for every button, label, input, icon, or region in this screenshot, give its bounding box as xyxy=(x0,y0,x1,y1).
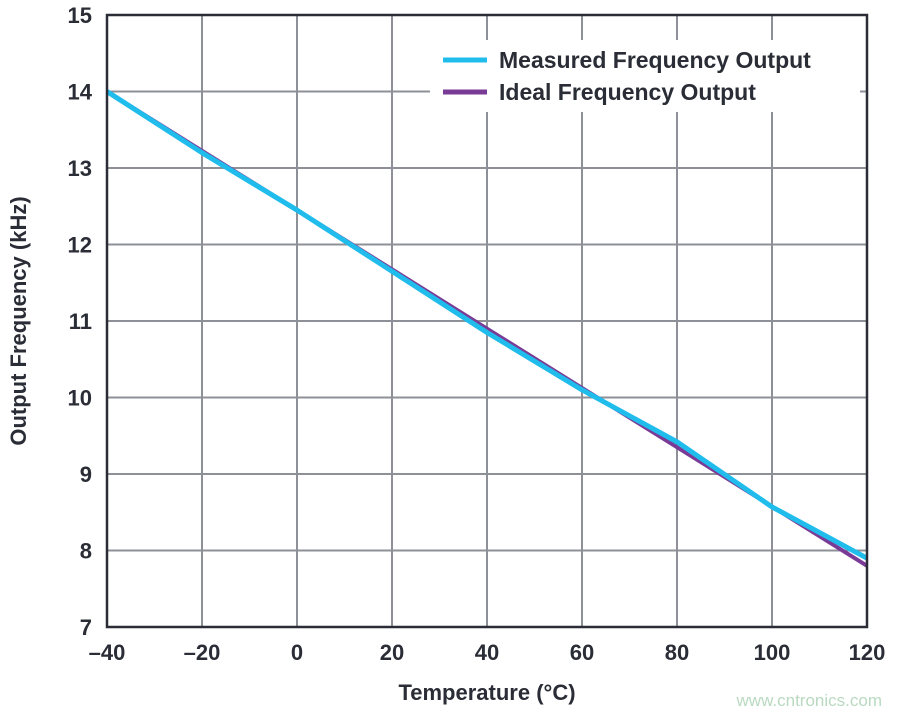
x-tick-label: –40 xyxy=(89,640,126,665)
x-tick-label: 120 xyxy=(849,640,886,665)
legend-label-measured: Measured Frequency Output xyxy=(499,47,811,73)
y-tick-label: 8 xyxy=(80,539,92,564)
y-tick-label: 12 xyxy=(68,233,92,258)
y-tick-label: 14 xyxy=(68,80,93,105)
watermark: www.cntronics.com xyxy=(736,691,882,710)
legend: Measured Frequency Output Ideal Frequenc… xyxy=(430,40,860,112)
y-tick-label: 15 xyxy=(68,3,92,28)
plot-frame xyxy=(105,13,869,629)
tick-labels: –40 –20 0 20 40 60 80 100 120 7 8 9 10 11 12 13 14 15 xyxy=(68,3,886,665)
x-tick-label: –20 xyxy=(184,640,221,665)
y-tick-label: 13 xyxy=(68,156,92,181)
y-tick-label: 10 xyxy=(68,386,92,411)
legend-label-ideal: Ideal Frequency Output xyxy=(499,79,756,105)
x-axis-label: Temperature (°C) xyxy=(398,680,575,705)
legend-background xyxy=(430,40,860,112)
y-axis-label: Output Frequency (kHz) xyxy=(6,196,31,445)
x-tick-label: 60 xyxy=(570,640,594,665)
x-tick-label: 20 xyxy=(380,640,404,665)
measured-series-line xyxy=(105,89,869,561)
x-tick-label: 40 xyxy=(475,640,499,665)
x-tick-label: 100 xyxy=(754,640,791,665)
y-tick-label: 9 xyxy=(80,462,92,487)
series-lines xyxy=(105,89,869,568)
y-tick-label: 11 xyxy=(69,309,92,334)
x-tick-label: 0 xyxy=(291,640,303,665)
y-tick-label: 7 xyxy=(80,615,92,640)
x-tick-label: 80 xyxy=(665,640,689,665)
